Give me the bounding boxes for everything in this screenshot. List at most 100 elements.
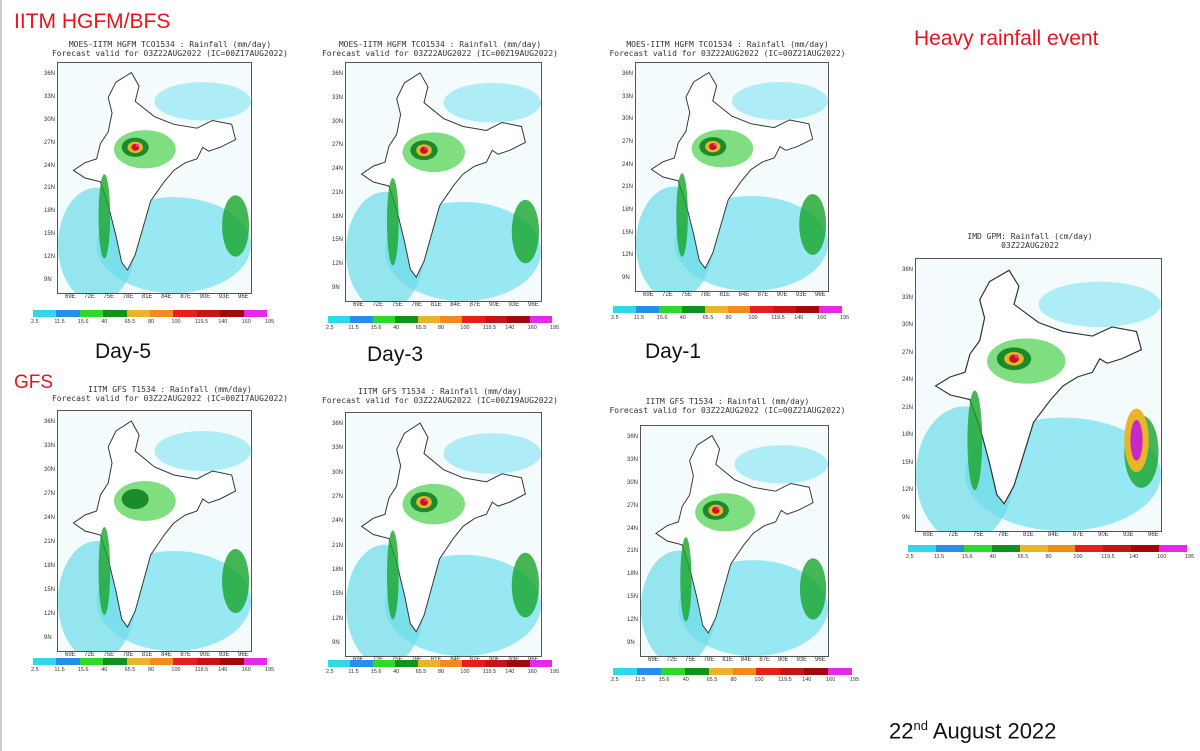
colorbar-label: 65.5	[1017, 554, 1029, 560]
lat-tick: 36N	[332, 71, 344, 77]
lon-tick: 75E	[681, 292, 692, 298]
colorbar-segment	[79, 658, 104, 665]
date-day: 22	[889, 718, 914, 744]
india-outline	[72, 420, 237, 628]
colorbar-segment	[150, 310, 174, 317]
colorbar-segment	[908, 545, 936, 552]
colorbar-segment	[33, 310, 57, 317]
colorbar-label: 100	[171, 667, 181, 673]
lon-tick: 81E	[430, 302, 442, 308]
colorbar-segment	[529, 316, 553, 323]
lat-tick: 36N	[332, 421, 344, 427]
colorbar-segment	[796, 306, 820, 313]
lon-tick: 90E	[199, 652, 211, 658]
lon-tick: 81E	[722, 657, 733, 663]
lat-tick: 33N	[332, 94, 344, 101]
lon-tick: 93E	[508, 302, 520, 308]
india-outline	[72, 71, 237, 271]
colorbar	[33, 658, 268, 665]
lon-tick: 69E	[65, 294, 76, 300]
panel-title: IITM GFS T1534 : Rainfall (mm/day) Foreca…	[50, 385, 290, 403]
colorbar-label: 195	[550, 669, 560, 675]
lat-tick: 12N	[44, 254, 56, 261]
colorbar-label: 119.5	[482, 325, 497, 331]
colorbar-segment	[484, 660, 508, 667]
colorbar-segment	[395, 660, 418, 667]
lat-tick: 36N	[44, 419, 56, 425]
colorbar-label: 100	[748, 315, 758, 321]
lat-tick: 9N	[332, 640, 340, 646]
colorbar-segment	[727, 306, 751, 313]
panel-title-line2: 03Z22AUG2022	[1001, 241, 1059, 250]
colorbar-segment	[243, 310, 268, 317]
colorbar-label: 40	[682, 677, 689, 683]
panel-title-line1: IITM GFS T1534 : Rainfall (mm/day)	[645, 397, 810, 406]
rain-area	[734, 445, 828, 484]
lon-tick: 78E	[411, 302, 423, 308]
colorbar-segment	[328, 660, 351, 667]
day3-label: Day-3	[367, 343, 424, 366]
colorbar-segment	[636, 668, 661, 675]
lon-tick: 96E	[238, 294, 249, 300]
lat-tick: 30N	[622, 116, 634, 123]
lat-tick: 30N	[902, 322, 914, 329]
colorbar-label: 2.5	[31, 667, 39, 673]
colorbar-label: 40	[393, 325, 400, 331]
lat-tick: 27N	[332, 494, 344, 500]
rain-area	[98, 174, 111, 259]
rain-area	[799, 558, 827, 620]
lat-tick: 36N	[44, 71, 56, 77]
lat-tick: 24N	[44, 515, 56, 521]
colorbar	[908, 545, 1188, 552]
lon-tick: 69E	[923, 532, 934, 538]
colorbar-segment	[150, 658, 174, 665]
lon-tick: 69E	[65, 652, 76, 658]
colorbar-segment	[684, 668, 709, 675]
lat-tick: 24N	[627, 525, 639, 532]
colorbar-label: 80	[438, 669, 445, 675]
lat-tick: 15N	[627, 594, 639, 601]
colorbar-segment	[372, 316, 396, 323]
panel-title: IITM GFS T1534 : Rainfall (mm/day) Foreca…	[320, 387, 560, 405]
lat-tick: 27N	[332, 142, 344, 149]
colorbar	[613, 668, 853, 675]
colorbar-label: 80	[148, 319, 155, 325]
lat-tick: 9N	[44, 277, 52, 283]
lat-tick: 30N	[627, 479, 639, 486]
lat-tick: 12N	[622, 252, 634, 259]
colorbar-segment	[804, 668, 829, 675]
colorbar-label: 2.5	[611, 677, 619, 683]
lon-tick: 72E	[372, 302, 384, 308]
lon-tick: 87E	[180, 294, 192, 300]
colorbar-label: 100	[460, 669, 470, 675]
india-outline	[360, 422, 526, 633]
lon-tick: 75E	[973, 532, 984, 538]
lon-tick: 78E	[700, 292, 712, 298]
lat-tick: 18N	[627, 571, 639, 578]
rain-area	[443, 82, 541, 123]
colorbar-label: 80	[725, 315, 732, 321]
colorbar-label: 119.5	[482, 669, 497, 675]
colorbar-label: 2.5	[326, 325, 334, 331]
rainfall-map	[57, 62, 252, 294]
colorbar-segment	[220, 310, 244, 317]
lat-tick: 21N	[44, 539, 56, 545]
rain-area	[386, 530, 399, 620]
colorbar-segment	[708, 668, 733, 675]
lon-tick: 72E	[84, 294, 95, 300]
colorbar-segment	[462, 316, 485, 323]
colorbar-segment	[635, 306, 659, 313]
lon-tick: 75E	[391, 302, 403, 308]
colorbar-segment	[440, 316, 463, 323]
colorbar-segment	[529, 660, 553, 667]
colorbar-label: 65.5	[415, 325, 427, 331]
colorbar-label: 11.5	[54, 319, 65, 325]
colorbar-segment	[484, 316, 508, 323]
colorbar	[328, 660, 553, 667]
lat-tick: 15N	[332, 591, 344, 598]
panel-title-line1: MOES-IITM HGFM TCO1534 : Rainfall (mm/da…	[68, 40, 272, 49]
lon-tick: 87E	[759, 657, 771, 663]
colorbar-segment	[103, 658, 127, 665]
india-outline	[934, 269, 1143, 505]
panel-title-line2: Forecast valid for 03Z22AUG2022 (IC=00Z2…	[609, 406, 846, 415]
